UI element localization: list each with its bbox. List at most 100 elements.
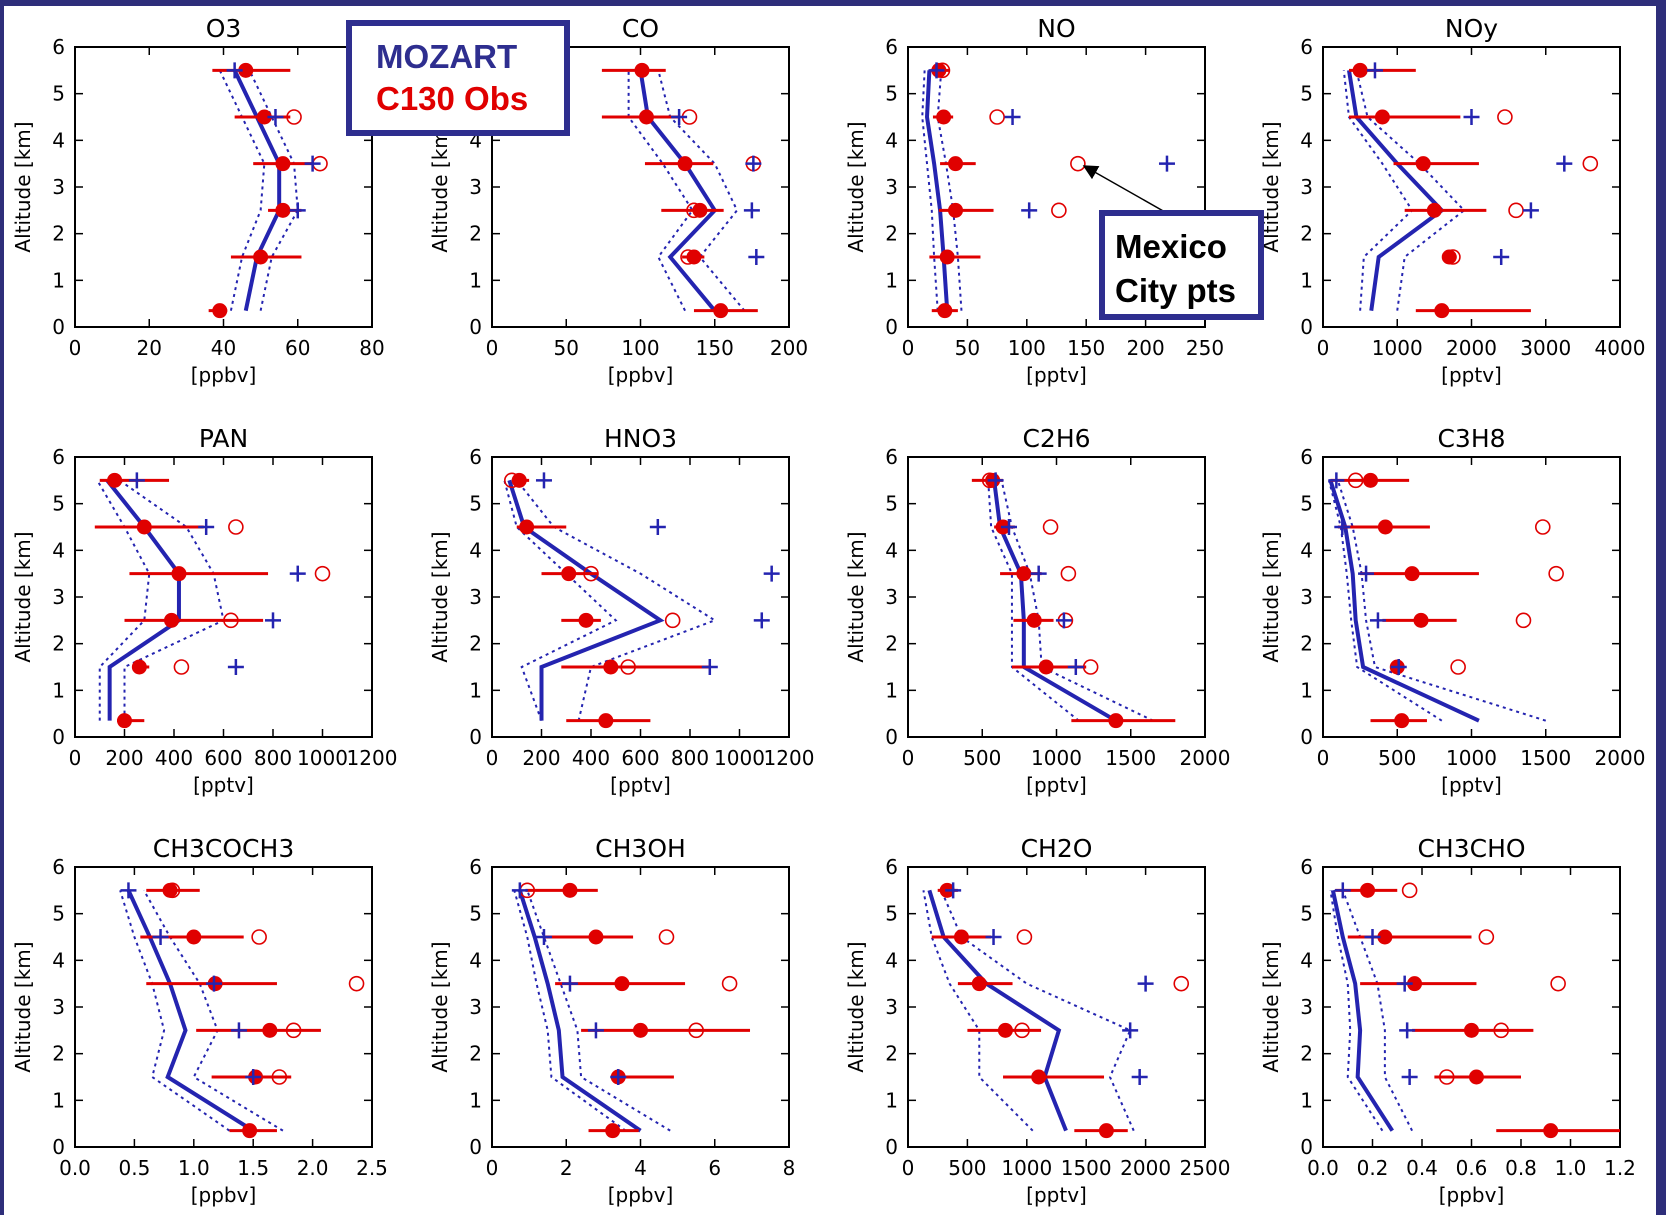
- obs-mean-point: [519, 519, 535, 535]
- mexico-model-point: [1158, 155, 1175, 172]
- obs-mean-point: [171, 566, 187, 582]
- mexico-obs-point: [686, 202, 702, 219]
- model-min-line: [96, 479, 151, 721]
- y-tick-label: 1: [469, 268, 482, 292]
- x-tick-label: 50: [955, 336, 980, 360]
- mexico-model-point: [945, 882, 962, 899]
- model-max-line: [1341, 889, 1413, 1132]
- model-mean-line: [927, 889, 1068, 1132]
- y-tick-label: 5: [1300, 82, 1313, 106]
- x-tick-label: 2000: [1595, 746, 1646, 770]
- y-axis-label: Altitude [km]: [428, 121, 452, 252]
- y-tick-label: 0: [52, 1135, 65, 1159]
- mexico-model-point: [753, 612, 770, 629]
- x-tick-label: 200: [105, 746, 143, 770]
- x-axis-label: [ppbv]: [191, 363, 257, 387]
- obs-mean-point: [1407, 976, 1423, 992]
- y-tick-label: 0: [885, 315, 898, 339]
- y-tick-label: 4: [885, 948, 898, 972]
- x-tick-label: 0: [69, 746, 82, 770]
- mexico-model-point: [289, 565, 306, 582]
- mexico-model-point: [128, 472, 145, 489]
- obs-mean-point: [1434, 303, 1450, 319]
- mexico-obs-point: [164, 882, 181, 899]
- x-tick-label: 1200: [764, 746, 815, 770]
- mexico-model-point: [1364, 929, 1381, 945]
- y-axis-label: Altitude [km]: [428, 531, 452, 662]
- mexico-model-point: [649, 519, 666, 535]
- model-min-line: [1329, 890, 1384, 1132]
- model-mean-line: [1347, 70, 1445, 311]
- y-tick-label: 5: [469, 902, 482, 926]
- legend-box: MOZART C130 Obs: [346, 20, 570, 136]
- x-axis-label: [pptv]: [1441, 363, 1502, 387]
- mexico-model-point: [1366, 62, 1383, 79]
- mexico-obs-point: [583, 565, 599, 582]
- y-tick-label: 2: [1300, 1042, 1313, 1066]
- mexico-obs-point: [173, 659, 190, 675]
- legend-model-label: MOZART: [376, 38, 518, 75]
- x-tick-label: 0: [1317, 746, 1330, 770]
- obs-mean-point: [1360, 882, 1376, 898]
- x-axis-label: [ppbv]: [191, 1183, 257, 1207]
- x-tick-label: 0.2: [1357, 1156, 1389, 1180]
- x-tick-label: 200: [770, 336, 808, 360]
- y-tick-label: 0: [1300, 315, 1313, 339]
- x-tick-label: 2500: [1180, 1156, 1231, 1180]
- y-tick-label: 6: [1300, 35, 1313, 59]
- y-tick-label: 1: [1300, 1088, 1313, 1112]
- mexico-model-point: [245, 1069, 262, 1085]
- obs-mean-point: [1464, 1022, 1479, 1038]
- y-tick-label: 6: [52, 855, 65, 879]
- x-tick-label: 500: [1378, 746, 1416, 770]
- y-axis-label: Altitude [km]: [844, 531, 868, 662]
- obs-mean-point: [561, 566, 577, 582]
- model-max-line: [1355, 70, 1466, 311]
- y-tick-label: 5: [469, 492, 482, 516]
- x-tick-label: 1200: [347, 746, 398, 770]
- mexico-model-point: [1131, 1069, 1148, 1085]
- mexico-model-point: [1030, 565, 1047, 582]
- x-tick-label: 600: [204, 746, 242, 770]
- x-tick-label: 200: [522, 746, 560, 770]
- y-tick-label: 1: [885, 1088, 898, 1112]
- y-tick-label: 5: [1300, 492, 1313, 516]
- x-tick-label: 2: [560, 1156, 573, 1180]
- model-min-line: [921, 70, 939, 311]
- mexico-model-point: [230, 1022, 247, 1039]
- chart-title: C3H8: [1437, 424, 1505, 453]
- mexico-model-point: [1358, 565, 1375, 582]
- mexico-model-point: [1021, 202, 1038, 219]
- mexico-obs-point: [1445, 249, 1461, 265]
- mexico-model-point: [1390, 659, 1407, 675]
- obs-mean-point: [578, 612, 594, 628]
- mexico-model-point: [198, 519, 215, 535]
- y-tick-label: 4: [885, 538, 898, 562]
- legend-obs-label: C130 Obs: [376, 80, 529, 117]
- obs-mean-point: [937, 303, 953, 319]
- model-max-line: [657, 70, 746, 312]
- obs-mean-point: [1374, 109, 1390, 125]
- mexico-obs-point: [251, 929, 267, 945]
- y-tick-label: 1: [885, 678, 898, 702]
- model-mean-line: [105, 479, 181, 721]
- model-min-line: [513, 890, 627, 1132]
- y-tick-label: 4: [1300, 128, 1313, 152]
- x-axis-label: [ppbv]: [1439, 1183, 1505, 1207]
- x-tick-label: 1000: [1372, 336, 1423, 360]
- obs-mean-point: [614, 976, 630, 992]
- mexico-model-point: [1004, 109, 1021, 125]
- mexico-model-point: [987, 472, 1004, 489]
- chart-title: CH3OH: [595, 834, 686, 863]
- mexico-model-point: [1369, 612, 1386, 629]
- x-tick-label: 0.0: [1307, 1156, 1339, 1180]
- mexico-model-point: [1334, 519, 1351, 535]
- obs-mean-point: [107, 472, 123, 488]
- chart-c2h6: C2H6 0 500 1000 1500 2000 0 1 2 3 4 5 6 [pptv] Altitud…: [844, 424, 1230, 797]
- x-tick-label: 40: [211, 336, 236, 360]
- model-mean-line: [517, 889, 642, 1133]
- chart-no: NO 0 50 100 150 200 250 0 1 2 3 4 5 6 [pptv] Altitude […: [844, 14, 1224, 387]
- y-tick-label: 4: [1300, 948, 1313, 972]
- plot-area: [1329, 882, 1620, 1139]
- y-tick-label: 1: [52, 1088, 65, 1112]
